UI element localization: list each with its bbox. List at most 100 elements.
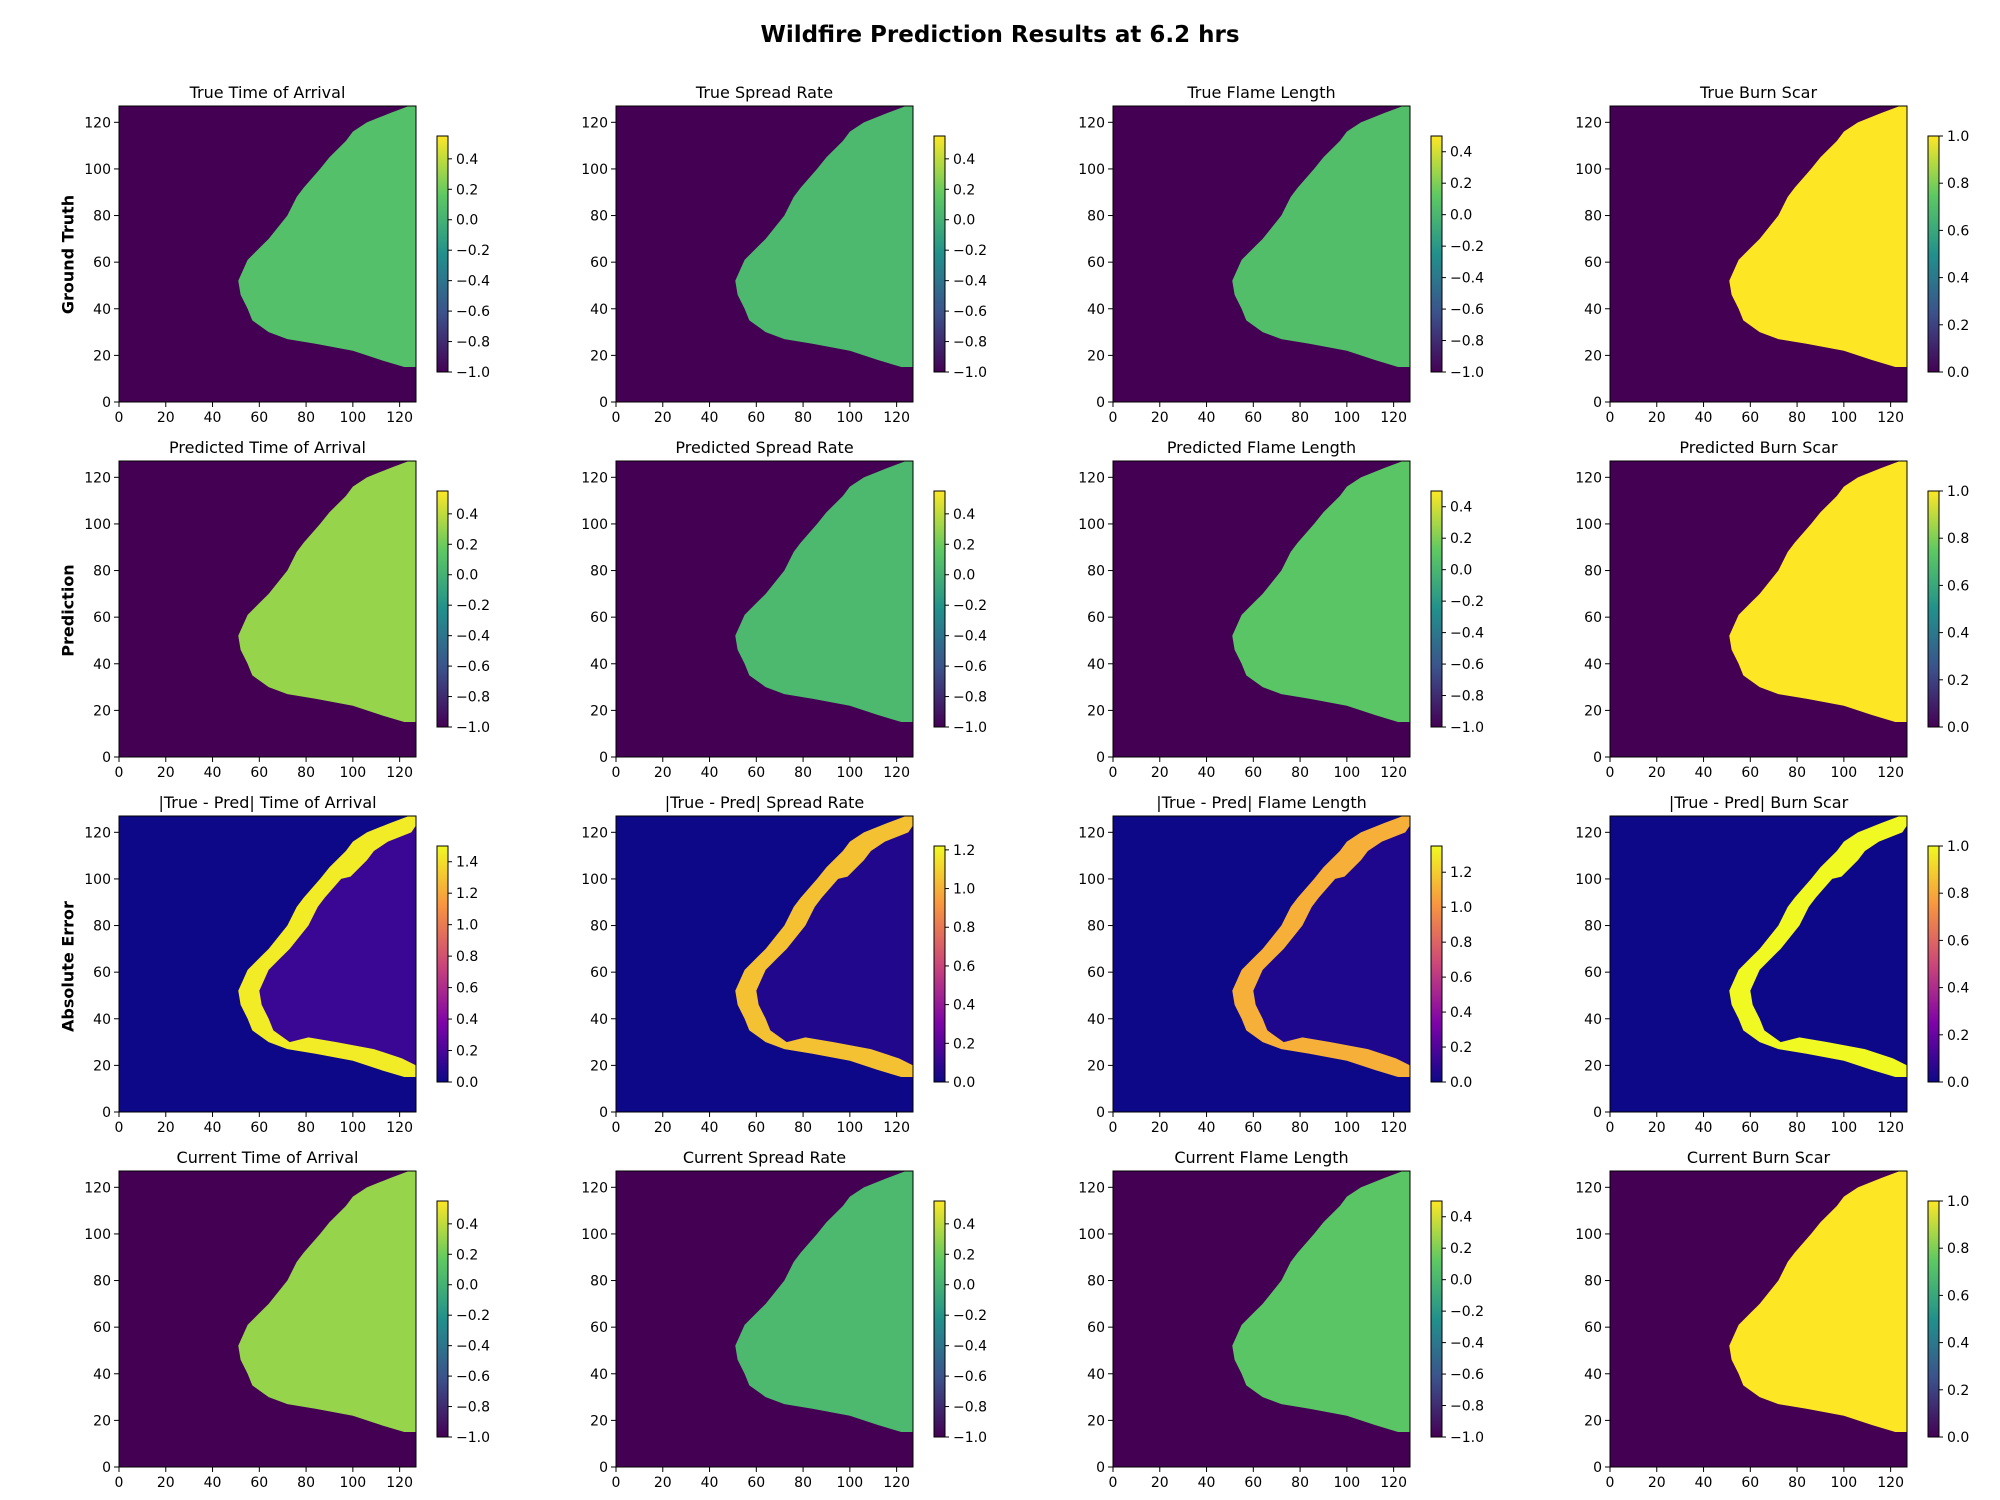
colorbar-tick-label: 0.2 [1947, 673, 1969, 689]
y-tick-label: 120 [84, 470, 111, 486]
y-tick-label: 100 [1078, 517, 1105, 533]
x-tick-label: 20 [1648, 1475, 1666, 1491]
x-tick-label: 100 [339, 765, 366, 781]
heatmap-fire-region [735, 461, 913, 723]
x-tick-label: 40 [1695, 1120, 1713, 1136]
colorbar-tick-label: −0.8 [456, 335, 490, 351]
x-tick-label: 120 [883, 410, 910, 426]
colorbar-tick-label: 0.4 [1947, 626, 1969, 642]
y-tick-label: 40 [1584, 657, 1602, 673]
colorbar-tick-label: −0.8 [1450, 689, 1484, 705]
x-tick-label: 100 [1333, 410, 1360, 426]
x-tick-label: 20 [1151, 410, 1169, 426]
colorbar-tick-label: 0.2 [456, 1247, 478, 1263]
x-tick-label: 40 [1198, 410, 1216, 426]
y-tick-label: 100 [1078, 162, 1105, 178]
figure-title: Wildfire Prediction Results at 6.2 hrs [760, 22, 1240, 48]
y-tick-label: 100 [1078, 872, 1105, 888]
colorbar-tick-label: 0.4 [1450, 1005, 1472, 1021]
y-tick-label: 120 [581, 115, 608, 131]
subplot-title: True Spread Rate [695, 83, 833, 102]
x-tick-label: 120 [883, 1475, 910, 1491]
colorbar-tick-label: 0.2 [953, 537, 975, 553]
x-tick-label: 40 [204, 1120, 222, 1136]
colorbar-tick-label: −1.0 [953, 720, 987, 736]
colorbar-tick-label: −1.0 [456, 1430, 490, 1446]
colorbar-tick-label: 0.6 [953, 959, 975, 975]
y-tick-label: 120 [1078, 115, 1105, 131]
x-tick-label: 80 [1788, 410, 1806, 426]
subplot-13: Current Spread Rate 0 20 40 60 80 100 120 0 20 40 6… [581, 1148, 987, 1491]
x-tick-label: 0 [612, 765, 621, 781]
y-tick-label: 60 [1087, 965, 1105, 981]
colorbar-tick-label: −0.2 [953, 243, 987, 259]
x-tick-label: 20 [1648, 765, 1666, 781]
colorbar-tick-label: −0.6 [456, 1369, 490, 1385]
y-tick-label: 20 [1087, 1058, 1105, 1074]
colorbar-tick-label: 0.2 [456, 182, 478, 198]
colorbar-tick-label: 0.4 [456, 507, 478, 523]
axes-frame [615, 105, 914, 403]
x-tick-label: 120 [386, 1475, 413, 1491]
x-tick-label: 120 [386, 1120, 413, 1136]
axes-frame [118, 1170, 417, 1468]
x-tick-label: 80 [297, 410, 315, 426]
y-tick-label: 0 [102, 395, 111, 411]
x-tick-label: 100 [836, 1120, 863, 1136]
y-tick-label: 120 [84, 1180, 111, 1196]
y-tick-label: 120 [1078, 1180, 1105, 1196]
y-tick-label: 80 [590, 209, 608, 225]
x-tick-label: 60 [747, 1120, 765, 1136]
subplot-9: |True - Pred| Spread Rate 0 20 40 60 80 100 120… [581, 793, 975, 1136]
x-tick-label: 120 [1380, 1120, 1407, 1136]
y-tick-label: 80 [590, 919, 608, 935]
x-tick-label: 40 [204, 765, 222, 781]
x-tick-label: 120 [1380, 1475, 1407, 1491]
colorbar-tick-label: −1.0 [953, 365, 987, 381]
colorbar-tick-label: 0.2 [953, 1247, 975, 1263]
subplot-title: True Burn Scar [1699, 83, 1817, 102]
colorbar-tick-label: 1.0 [1947, 484, 1969, 500]
colorbar-tick-label: 0.0 [1450, 1273, 1472, 1289]
colorbar-tick-label: −0.4 [1450, 271, 1484, 287]
y-tick-label: 40 [1584, 1367, 1602, 1383]
heatmap-fire-region [1232, 1171, 1410, 1433]
y-tick-label: 0 [102, 1460, 111, 1476]
x-tick-label: 100 [1830, 1475, 1857, 1491]
x-tick-label: 100 [1333, 1475, 1360, 1491]
y-tick-label: 80 [93, 564, 111, 580]
colorbar-tick-label: −0.4 [953, 629, 987, 645]
x-tick-label: 60 [747, 1475, 765, 1491]
colorbar-tick-label: 0.6 [456, 981, 478, 997]
colorbar-tick-label: −0.6 [456, 659, 490, 675]
heatmap-interior [1750, 825, 1907, 1066]
heatmap-fire-region [238, 106, 416, 368]
subplot-title: Predicted Time of Arrival [169, 438, 366, 457]
colorbar-tick-label: −1.0 [1450, 1430, 1484, 1446]
y-tick-label: 60 [93, 255, 111, 271]
y-tick-label: 60 [1087, 1320, 1105, 1336]
colorbar-tick-label: 0.0 [953, 1075, 975, 1091]
x-tick-label: 100 [1830, 410, 1857, 426]
colorbar-tick-label: 1.2 [1450, 865, 1472, 881]
colorbar-tick-label: −0.2 [1450, 1304, 1484, 1320]
subplot-12: Current Time of Arrival 0 20 40 60 80 100 120 0 2… [84, 1148, 490, 1491]
subplot-title: Current Burn Scar [1687, 1148, 1831, 1167]
axes-frame [615, 1170, 914, 1468]
x-tick-label: 60 [1741, 410, 1759, 426]
subplot-title: Current Time of Arrival [177, 1148, 359, 1167]
colorbar [436, 135, 449, 373]
colorbar-tick-label: 0.0 [953, 568, 975, 584]
y-tick-label: 120 [1575, 470, 1602, 486]
x-tick-label: 80 [1291, 410, 1309, 426]
y-tick-label: 100 [84, 1227, 111, 1243]
x-tick-label: 0 [115, 1120, 124, 1136]
colorbar-tick-label: 0.6 [1947, 1288, 1969, 1304]
y-tick-label: 0 [1593, 1105, 1602, 1121]
y-tick-label: 100 [84, 162, 111, 178]
heatmap-fire-region [1232, 106, 1410, 368]
x-tick-label: 120 [1877, 765, 1904, 781]
y-tick-label: 100 [84, 517, 111, 533]
y-tick-label: 20 [1584, 703, 1602, 719]
heatmap-fire-region [1729, 106, 1907, 368]
